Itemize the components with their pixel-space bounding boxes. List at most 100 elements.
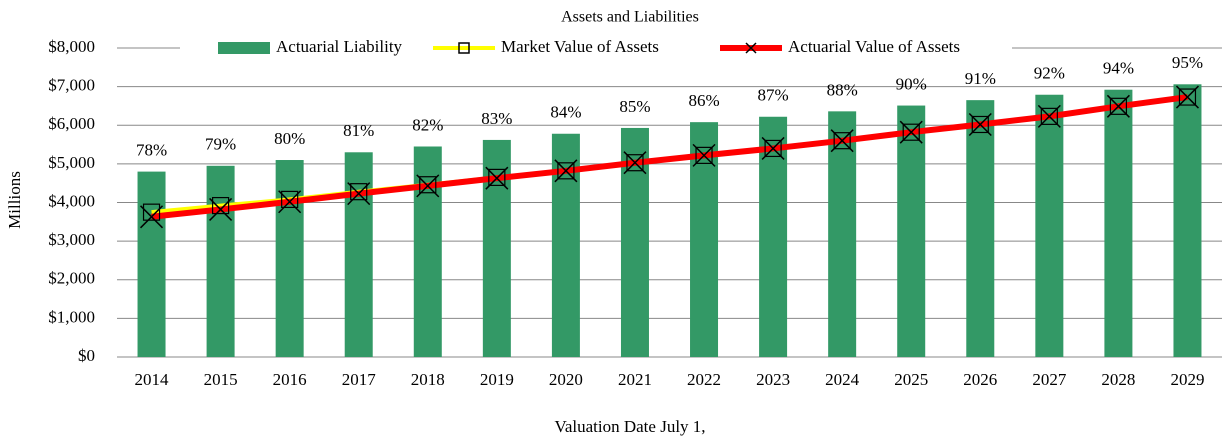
y-tick-label: $5,000 xyxy=(48,153,95,172)
funded-ratio-label: 91% xyxy=(965,69,996,88)
marker xyxy=(209,197,233,221)
marker xyxy=(695,146,713,164)
funded-ratio-label: 81% xyxy=(343,121,374,140)
bar xyxy=(413,146,442,357)
marker xyxy=(281,190,299,209)
funded-ratio-label: 85% xyxy=(619,97,650,116)
x-tick-label: 2025 xyxy=(894,370,928,389)
bar xyxy=(1173,84,1202,358)
marker xyxy=(971,115,989,134)
y-tick-label: $1,000 xyxy=(48,307,95,326)
x-tick-label: 2023 xyxy=(756,370,790,389)
legend-label: Actuarial Value of Assets xyxy=(788,37,960,56)
marker xyxy=(485,166,509,190)
marker xyxy=(142,203,161,221)
x-tick-label: 2019 xyxy=(480,370,514,389)
funded-ratio-label: 88% xyxy=(827,80,858,99)
y-tick-label: $3,000 xyxy=(48,230,95,249)
funded-ratio-label: 83% xyxy=(481,109,512,128)
x-tick-label: 2018 xyxy=(411,370,445,389)
marker xyxy=(1175,85,1200,109)
marker xyxy=(278,190,302,214)
bar xyxy=(966,100,995,358)
bar xyxy=(897,105,926,358)
marker xyxy=(902,123,920,141)
funded-ratio-label: 86% xyxy=(688,91,719,110)
legend-marker xyxy=(458,42,470,54)
funded-ratio-label: 87% xyxy=(758,86,789,105)
bar xyxy=(690,122,719,357)
marker xyxy=(350,183,368,201)
y-tick-label: $2,000 xyxy=(48,269,95,288)
funded-ratio-label: 84% xyxy=(550,103,581,122)
marker xyxy=(140,205,164,229)
y-tick-label: $8,000 xyxy=(48,37,95,56)
bar xyxy=(1035,94,1064,357)
bar xyxy=(206,165,235,357)
marker xyxy=(968,112,992,137)
marker xyxy=(833,132,851,150)
y-tick-label: $4,000 xyxy=(48,191,95,210)
bar xyxy=(828,111,857,357)
marker xyxy=(1178,88,1197,106)
x-tick-label: 2027 xyxy=(1032,370,1067,389)
x-tick-label: 2026 xyxy=(963,370,997,389)
marker xyxy=(830,129,854,153)
funded-ratio-label: 79% xyxy=(205,135,236,154)
y-axis-title: Millions xyxy=(5,171,24,229)
x-tick-label: 2028 xyxy=(1101,370,1135,389)
y-tick-label: $7,000 xyxy=(48,76,95,95)
line xyxy=(151,94,1188,220)
marker xyxy=(416,174,440,198)
marker xyxy=(692,143,716,167)
legend-label: Actuarial Liability xyxy=(276,37,403,56)
bar xyxy=(1104,89,1133,357)
marker xyxy=(623,151,647,175)
y-tick-label: $6,000 xyxy=(48,114,95,133)
line xyxy=(151,95,1188,215)
y-tick-label: $0 xyxy=(78,346,95,365)
marker xyxy=(761,136,785,160)
x-tick-label: 2016 xyxy=(273,370,307,389)
bar xyxy=(344,152,373,357)
x-axis-title: Valuation Date July 1, xyxy=(554,417,705,436)
marker xyxy=(899,120,923,144)
marker xyxy=(557,162,575,180)
marker xyxy=(764,139,782,158)
marker xyxy=(419,176,437,194)
bar xyxy=(759,116,788,357)
marker xyxy=(1040,107,1058,125)
x-tick-label: 2024 xyxy=(825,370,860,389)
marker xyxy=(211,196,230,215)
x-tick-label: 2020 xyxy=(549,370,583,389)
marker xyxy=(1106,94,1130,118)
funded-ratio-label: 92% xyxy=(1034,64,1065,83)
funded-ratio-label: 94% xyxy=(1103,59,1134,78)
funded-ratio-label: 90% xyxy=(896,74,927,93)
legend-background xyxy=(180,36,1012,60)
legend: Actuarial Liability Market Value of Asset… xyxy=(180,36,1012,60)
legend-swatch xyxy=(218,42,270,54)
chart-title: Assets and Liabilities xyxy=(561,9,699,26)
x-tick-label: 2015 xyxy=(204,370,238,389)
marker xyxy=(347,182,371,206)
marker xyxy=(488,168,506,186)
funded-ratio-label: 80% xyxy=(274,129,305,148)
marker xyxy=(1037,104,1061,128)
marker xyxy=(626,154,644,172)
x-tick-label: 2017 xyxy=(342,370,377,389)
marker xyxy=(1109,97,1128,115)
x-tick-label: 2021 xyxy=(618,370,652,389)
legend-marker xyxy=(745,42,757,54)
marker xyxy=(554,159,578,183)
funded-ratio-label: 78% xyxy=(136,141,167,160)
x-tick-label: 2029 xyxy=(1170,370,1204,389)
legend-label: Market Value of Assets xyxy=(501,37,659,56)
bar xyxy=(482,139,511,357)
funded-ratio-label: 95% xyxy=(1172,53,1203,72)
x-tick-label: 2014 xyxy=(135,370,170,389)
x-tick-label: 2022 xyxy=(687,370,721,389)
funded-ratio-label: 82% xyxy=(412,115,443,134)
bar xyxy=(137,171,166,357)
